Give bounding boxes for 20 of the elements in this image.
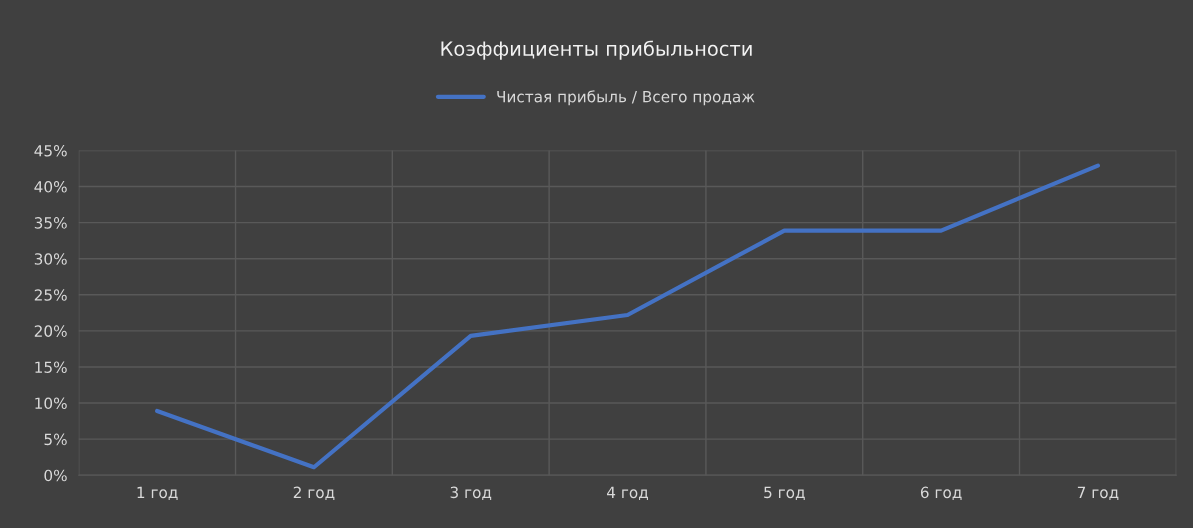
y-tick-label: 25% [34, 289, 67, 301]
y-tick-label: 30% [34, 253, 67, 265]
x-tick-label: 7 год [1077, 486, 1119, 501]
y-tick-label: 5% [44, 433, 67, 446]
x-tick-label: 4 год [607, 486, 648, 501]
x-tick-label: 2 год [293, 486, 335, 501]
y-tick-label: 0% [44, 469, 67, 482]
y-tick-label: 35% [34, 217, 67, 229]
y-tick-label: 45% [34, 144, 67, 157]
y-tick-label: 10% [35, 397, 67, 410]
legend-label: Чистая прибыль / Всего продаж [497, 90, 755, 106]
y-tick-label: 40% [34, 181, 67, 193]
x-tick-label: 1 год [137, 486, 178, 501]
x-tick-label: 6 год [920, 486, 962, 501]
chart-title: Коэффициенты прибыльности [441, 40, 752, 60]
y-tick-label: 20% [34, 325, 67, 337]
y-tick-label: 15% [35, 361, 67, 373]
line-series [155, 163, 1100, 470]
x-tick-label: 5 год [764, 486, 805, 501]
x-tick-label: 3 год [450, 486, 492, 501]
